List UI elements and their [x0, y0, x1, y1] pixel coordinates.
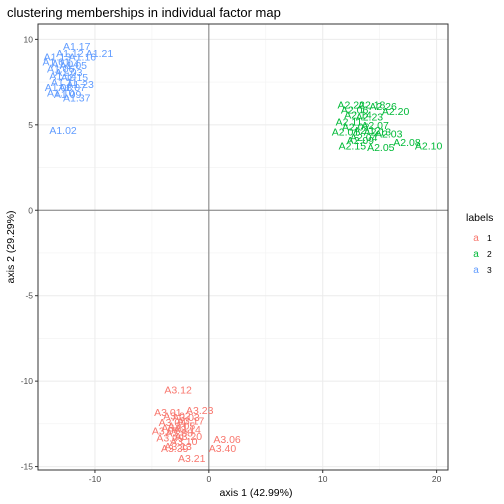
point-label: A1.09: [54, 89, 82, 101]
point-label: A3.04: [159, 417, 187, 429]
point-label: A2.02: [342, 122, 370, 134]
point-label: A1.16: [69, 51, 97, 63]
point-label: A2.03: [375, 128, 403, 140]
point-label: A2.15: [339, 140, 367, 152]
point-label: A3.39: [161, 443, 189, 455]
plot-panel: [37, 23, 449, 471]
point-label: A1.15: [61, 72, 89, 84]
point-label: A3.08: [165, 427, 193, 439]
x-tick-label: -10: [89, 474, 102, 484]
point-label: A2.12: [353, 125, 381, 137]
point-label: A2.18: [358, 99, 386, 111]
point-label: A1.03: [55, 67, 83, 79]
point-label: A3.09: [156, 433, 184, 445]
point-label: A1.05: [60, 60, 88, 72]
legend-key: a: [473, 265, 479, 276]
point-label: A1.11: [51, 77, 78, 89]
point-label: A3.11: [161, 422, 188, 434]
y-tick-label: 10: [24, 34, 34, 44]
point-label: A1.13: [44, 51, 72, 63]
point-label: A3.20: [175, 431, 203, 443]
legend-label: 1: [487, 233, 492, 243]
point-label: A2.04: [350, 132, 378, 144]
point-label: A1.08: [45, 82, 73, 94]
point-label: A3.21: [178, 453, 206, 465]
y-tick-label: 5: [28, 120, 33, 130]
point-label: A2.22: [337, 99, 365, 111]
legend-key: a: [473, 233, 479, 244]
x-tick-label: 10: [318, 474, 328, 484]
point-label: A3.12: [164, 385, 192, 397]
point-label: A1.17: [63, 41, 91, 53]
chart-title: clustering memberships in individual fac…: [7, 5, 281, 20]
y-tick-label: -10: [21, 376, 34, 386]
point-label: A2.06: [341, 104, 369, 116]
point-label: A2.10: [415, 140, 443, 152]
point-label: A1.04: [52, 58, 80, 70]
point-label: A2.20: [382, 106, 410, 118]
point-label: A3.01: [154, 407, 182, 419]
point-label: A1.37: [63, 92, 91, 104]
y-axis-title: axis 2 (29.29%): [5, 211, 17, 284]
y-tick-label: 0: [28, 205, 33, 215]
legend-label: 2: [487, 249, 492, 259]
point-label: A1.07: [58, 82, 86, 94]
point-label: A1.14: [49, 70, 77, 82]
reference-lines: [38, 24, 448, 470]
point-label: A3.14: [173, 424, 201, 436]
legend-title: labels: [466, 212, 493, 224]
x-axis-title: axis 1 (42.99%): [220, 487, 293, 499]
point-label: A1.01: [42, 57, 70, 69]
x-tick-label: 20: [432, 474, 442, 484]
legend: labels a 1a 2a 3: [466, 212, 493, 276]
point-label: A2.23: [356, 111, 384, 123]
point-label: A3.03: [172, 412, 200, 424]
point-label: A1.12: [56, 48, 84, 60]
point-label: A2.11: [336, 116, 363, 128]
plot-border: [37, 23, 449, 471]
point-label: A3.02: [163, 410, 191, 422]
x-tick-label: 0: [206, 474, 211, 484]
point-label: A2.08: [393, 137, 421, 149]
y-tick-label: -5: [25, 291, 33, 301]
legend-label: 3: [487, 265, 492, 275]
point-label: A2.07: [361, 120, 389, 132]
point-label: A2.05: [367, 142, 395, 154]
point-label: A1.02: [49, 125, 77, 137]
point-label: A3.40: [209, 443, 237, 455]
point-label: A1.21: [86, 48, 114, 60]
point-label: A3.13: [164, 441, 192, 453]
point-label: A3.05: [168, 421, 196, 433]
x-axis-ticks: -10 0 10 20: [89, 470, 442, 484]
point-label: A1.23: [66, 79, 94, 91]
point-label: A2.13: [364, 127, 392, 139]
minor-gridlines: [38, 24, 448, 470]
point-label: A2.26: [369, 101, 397, 113]
y-tick-label: -15: [21, 462, 34, 472]
point-label: A3.17: [177, 415, 205, 427]
point-label: A3.06: [213, 434, 241, 446]
point-label: A1.10: [47, 87, 75, 99]
point-label: A3.10: [170, 436, 198, 448]
point-label: A3.23: [186, 405, 214, 417]
point-label: A2.01: [332, 127, 360, 139]
y-axis-ticks: -15 -10 -5 0 5 10: [21, 34, 38, 472]
legend-key: a: [473, 249, 479, 260]
point-label: A2.09: [347, 135, 375, 147]
point-label: A2.14: [344, 110, 372, 122]
point-label: A1.06: [47, 63, 75, 75]
point-label: A3.07: [152, 426, 180, 438]
